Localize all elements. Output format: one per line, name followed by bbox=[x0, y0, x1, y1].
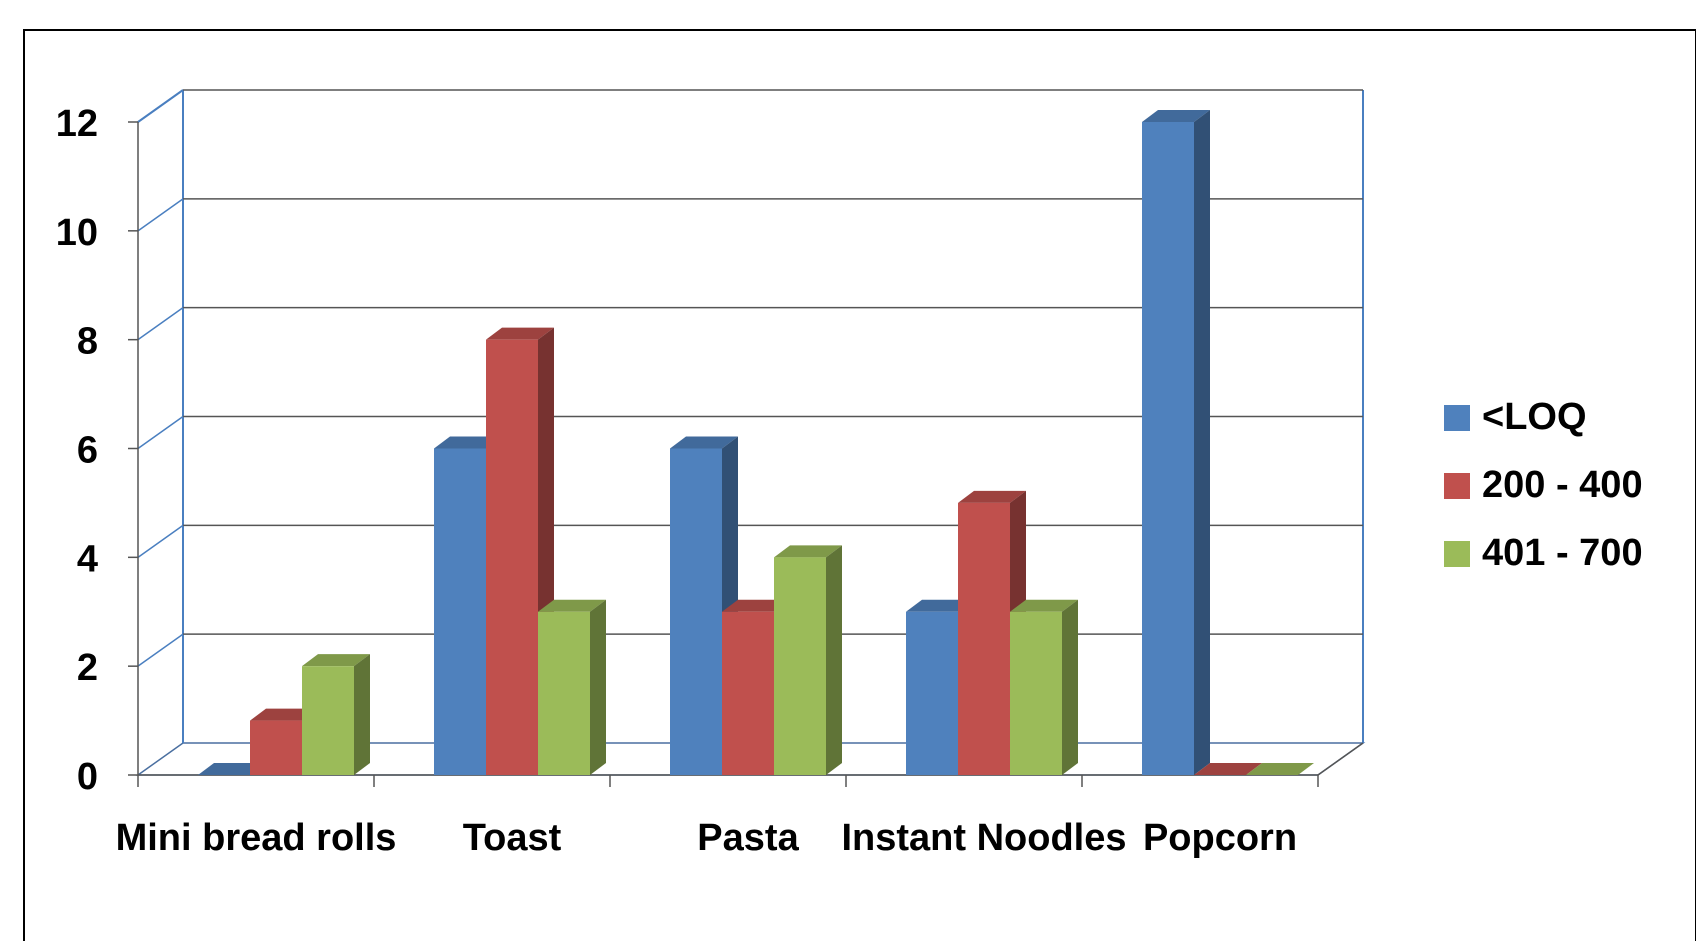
bar-top-face bbox=[1010, 599, 1078, 612]
bar-top-face bbox=[906, 599, 974, 612]
legend-label: 200 - 400 bbox=[1482, 464, 1643, 506]
bar-front-face bbox=[538, 611, 590, 775]
legend: <LOQ 200 - 400 401 - 700 bbox=[1444, 396, 1643, 574]
bar-top-face bbox=[670, 436, 738, 449]
x-tick-label: Instant Noodles bbox=[841, 817, 1126, 859]
legend-label: <LOQ bbox=[1482, 396, 1587, 438]
bar-top-face bbox=[958, 490, 1026, 503]
side-gridline bbox=[137, 415, 184, 450]
bar bbox=[1194, 763, 1262, 775]
bar-top-face bbox=[1142, 110, 1210, 122]
x-tick-label: Toast bbox=[463, 817, 562, 859]
bar-front-face bbox=[250, 720, 302, 775]
bar-top-face bbox=[486, 327, 554, 340]
bar-top-face bbox=[250, 708, 318, 721]
y-tick-label: 4 bbox=[77, 538, 98, 580]
legend-swatch bbox=[1444, 541, 1470, 567]
bar bbox=[302, 654, 370, 775]
bar bbox=[1142, 110, 1210, 775]
x-axis-depth bbox=[1317, 742, 1364, 776]
bar-top-face bbox=[302, 654, 370, 667]
side-gridline bbox=[137, 307, 184, 341]
legend-label: 401 - 700 bbox=[1482, 532, 1643, 574]
bar bbox=[774, 545, 842, 775]
side-gridline bbox=[137, 198, 184, 232]
bar-top-face bbox=[434, 436, 502, 449]
bar-side-face bbox=[354, 654, 370, 775]
bar-side-face bbox=[826, 545, 842, 775]
bar-side-face bbox=[1194, 110, 1210, 775]
bar-front-face bbox=[774, 557, 826, 775]
bar-top-face bbox=[722, 599, 790, 612]
x-tick-label: Mini bread rolls bbox=[116, 817, 397, 859]
bar-top-face bbox=[1246, 763, 1314, 775]
bar-front-face bbox=[302, 666, 354, 775]
bar-top-face bbox=[774, 545, 842, 558]
bar-front-face bbox=[486, 339, 538, 775]
bar bbox=[198, 763, 266, 775]
bar-front-face bbox=[906, 611, 958, 775]
y-tick-label: 8 bbox=[77, 321, 98, 363]
bar bbox=[1010, 599, 1078, 775]
bar bbox=[1246, 763, 1314, 775]
side-gridline bbox=[137, 633, 184, 667]
bar-top-face bbox=[538, 599, 606, 612]
bar-front-face bbox=[670, 448, 722, 775]
legend-swatch bbox=[1444, 405, 1470, 431]
bar-top-face bbox=[1194, 763, 1262, 775]
y-tick-label: 10 bbox=[56, 212, 98, 254]
side-gridline bbox=[137, 524, 184, 558]
bar-front-face bbox=[722, 611, 774, 775]
bar-side-face bbox=[590, 599, 606, 775]
label-layer: 0 2 4 6 8 10 12 Mini bread rolls Toast Pasta Insta… bbox=[56, 103, 1297, 859]
x-tick-label: Pasta bbox=[697, 817, 799, 859]
side-gridline bbox=[137, 89, 184, 123]
y-tick-label: 12 bbox=[56, 103, 98, 145]
bar-front-face bbox=[434, 448, 486, 775]
y-tick-label: 6 bbox=[77, 430, 98, 472]
bar-layer bbox=[198, 110, 1314, 775]
bar-top-face bbox=[198, 763, 266, 775]
bar-front-face bbox=[958, 502, 1010, 775]
y-tick-label: 0 bbox=[77, 756, 98, 798]
bar-front-face bbox=[1142, 122, 1194, 775]
legend-swatch bbox=[1444, 473, 1470, 499]
x-tick-label: Popcorn bbox=[1143, 817, 1297, 859]
bar-front-face bbox=[1010, 611, 1062, 775]
bar bbox=[538, 599, 606, 775]
bar-side-face bbox=[1062, 599, 1078, 775]
chart-border bbox=[23, 29, 1696, 946]
y-tick-label: 2 bbox=[77, 647, 98, 689]
